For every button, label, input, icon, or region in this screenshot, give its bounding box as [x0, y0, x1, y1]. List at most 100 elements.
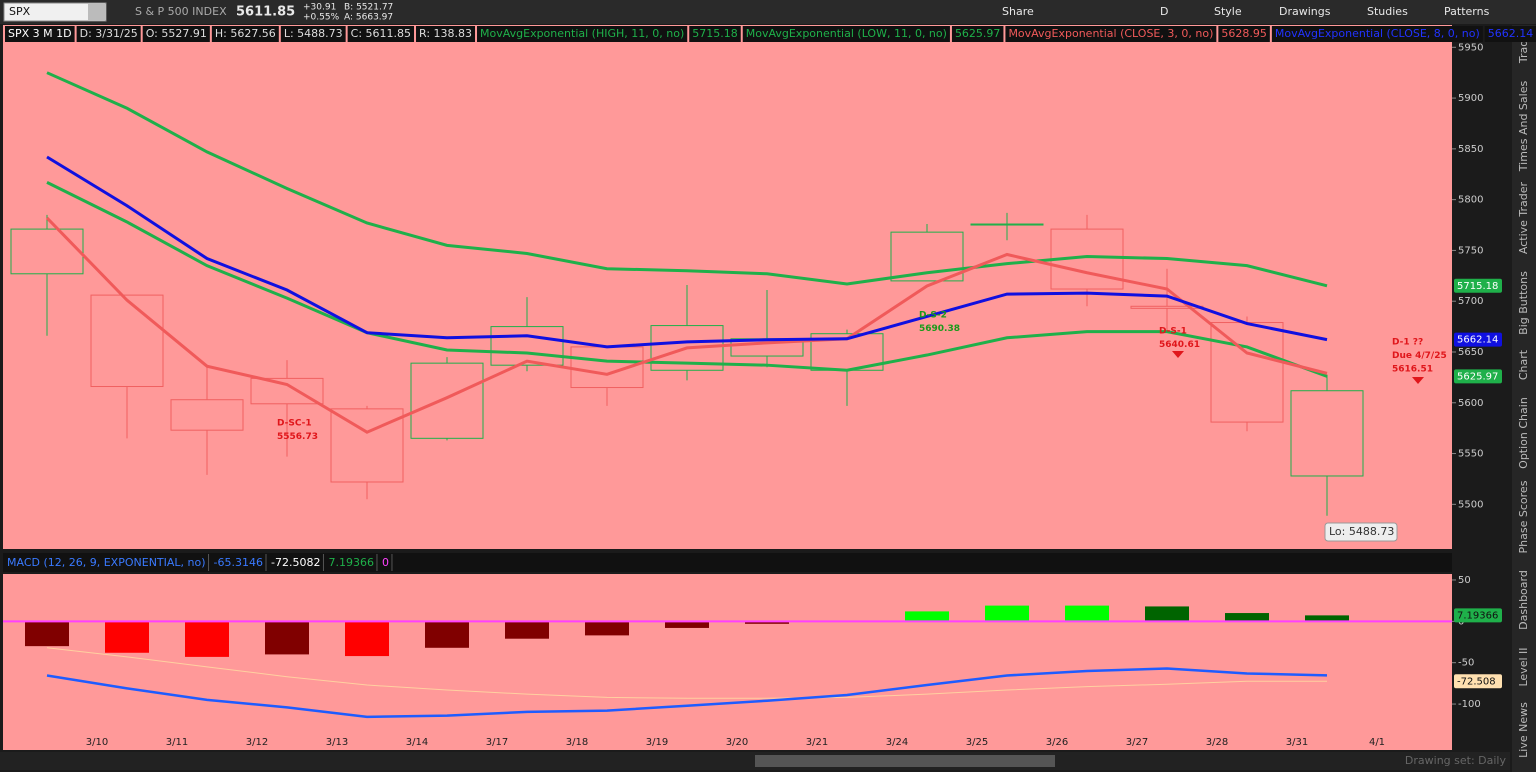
scroll-thumb[interactable]	[755, 755, 1055, 767]
candle-body	[1290, 390, 1364, 477]
ema-line	[46, 71, 1328, 288]
content: SPX S & P 500 INDEX 5611.85 +30.91+0.55% B: …	[3, 3, 1536, 767]
y-tick-label: 5500	[1458, 499, 1483, 510]
candle-body	[490, 326, 564, 366]
y-tick-label: 5600	[1458, 398, 1483, 409]
annotation: D-S-2	[919, 311, 947, 321]
candle-body	[10, 228, 84, 275]
x-tick-label: 3/28	[1206, 737, 1228, 748]
legend-name: MovAvgExponential (HIGH, 11, 0, no)	[480, 27, 684, 40]
symbol[interactable]: SPX	[9, 5, 31, 18]
header-cell	[416, 26, 476, 42]
toolbar-button[interactable]: D	[1160, 5, 1168, 18]
header-cell	[5, 26, 75, 42]
price-tag	[1454, 332, 1502, 347]
bid: B: 5521.77	[344, 3, 393, 13]
sidebar	[1512, 25, 1536, 772]
signal-arrow	[1412, 377, 1424, 384]
header-cell	[211, 26, 279, 42]
toolbar-button[interactable]: Patterns	[1444, 5, 1490, 18]
header-cell	[689, 26, 741, 42]
header-text: H: 5627.56	[215, 27, 276, 40]
x-tick-label: 3/18	[566, 737, 588, 748]
header-cell	[76, 26, 141, 42]
sidebar-tab[interactable]: Phase Scores	[1517, 480, 1530, 553]
header-cell	[951, 26, 1004, 42]
histogram-bar	[1145, 606, 1189, 622]
x-tick-label: 3/26	[1046, 737, 1068, 748]
histogram-bar	[105, 621, 149, 653]
sidebar-tab[interactable]: Dashboard	[1517, 570, 1530, 630]
y-tick-label: -50	[1458, 658, 1474, 669]
x-tick-label: 3/13	[326, 737, 348, 748]
y-tick-label: 5750	[1458, 245, 1483, 256]
sidebar-tab[interactable]: Chart	[1517, 349, 1530, 380]
symbol-dropdown[interactable]	[88, 4, 105, 20]
main-panel	[3, 25, 1452, 549]
toolbar-button[interactable]: Share	[1002, 5, 1034, 18]
low-box	[1324, 522, 1398, 542]
sidebar-tab[interactable]: Big Buttons	[1517, 271, 1530, 335]
value-line	[46, 667, 1328, 719]
header-cell	[1218, 26, 1270, 42]
y-tick-label: 5650	[1458, 347, 1483, 358]
sidebar-tab[interactable]: Option Chain	[1517, 397, 1530, 469]
symbol-box[interactable]	[3, 2, 107, 22]
legend-name: MovAvgExponential (CLOSE, 8, 0, no)	[1275, 27, 1480, 40]
sidebar-tab[interactable]: Level II	[1517, 647, 1530, 686]
change: +30.91	[303, 3, 336, 13]
x-tick-label: 3/14	[406, 737, 428, 748]
header-cell	[1005, 26, 1217, 42]
toolbar-button[interactable]: Drawings	[1279, 5, 1331, 18]
histogram-bar	[985, 605, 1029, 622]
x-tick-label: 3/17	[486, 737, 508, 748]
value-tag	[1454, 674, 1502, 689]
header-cell	[280, 26, 346, 42]
sidebar-tab[interactable]: Times And Sales	[1517, 81, 1530, 173]
legend-name: MovAvgExponential (LOW, 11, 0, no)	[746, 27, 947, 40]
histogram-bar	[265, 621, 309, 655]
toolbar-button[interactable]: Style	[1214, 5, 1242, 18]
toolbar-button[interactable]: Studies	[1367, 5, 1408, 18]
value-tag-label: -72.508	[1457, 676, 1496, 687]
candle-body	[970, 223, 1044, 226]
annotation: 5616.51	[1392, 365, 1433, 375]
annotation: Lo: 5488.73	[1329, 525, 1394, 538]
y-tick-label: 5900	[1458, 93, 1483, 104]
x-tick-label: 4/1	[1369, 737, 1385, 748]
y-tick-label: 50	[1458, 575, 1471, 586]
price-tag-label: 5625.97	[1457, 371, 1498, 382]
histogram-bar	[905, 611, 949, 622]
histogram-bar	[185, 621, 229, 657]
value-tag-label: 7.19366	[1457, 610, 1498, 621]
x-tick-label: 3/31	[1286, 737, 1308, 748]
description: S & P 500 INDEX	[135, 5, 227, 18]
legend-name: MovAvgExponential (CLOSE, 3, 0, no)	[1008, 27, 1213, 40]
macd-header-text: -65.3146	[214, 556, 263, 569]
y-tick-label: -100	[1458, 699, 1481, 710]
ema-line	[46, 155, 1328, 349]
y-tick-label: 5800	[1458, 195, 1483, 206]
header-text: SPX 3 M 1D	[8, 27, 72, 40]
histogram-bar	[25, 621, 69, 647]
header-text: C: 5611.85	[351, 27, 411, 40]
legend-value: 5715.18	[692, 27, 738, 40]
status: Drawing set: Daily	[1405, 754, 1507, 767]
header-cell	[142, 26, 210, 42]
header-text: R: 138.83	[419, 27, 472, 40]
macd-header-text: 7.19366	[328, 556, 374, 569]
annotation: Due 4/7/25	[1392, 351, 1447, 361]
change-pct: +0.55%	[303, 13, 340, 23]
x-tick-label: 3/25	[966, 737, 988, 748]
avg-line	[46, 647, 1328, 699]
header-text: L: 5488.73	[284, 27, 343, 40]
sidebar-tab[interactable]: Active Trader	[1517, 181, 1530, 254]
y-tick-label: 5550	[1458, 449, 1483, 460]
x-tick-label: 3/11	[166, 737, 188, 748]
sidebar-tab[interactable]: Live News	[1517, 702, 1530, 758]
macd-panel	[3, 574, 1452, 750]
x-tick-label: 3/24	[886, 737, 908, 748]
annotation: 5556.73	[277, 432, 318, 442]
x-tick-label: 3/19	[646, 737, 668, 748]
